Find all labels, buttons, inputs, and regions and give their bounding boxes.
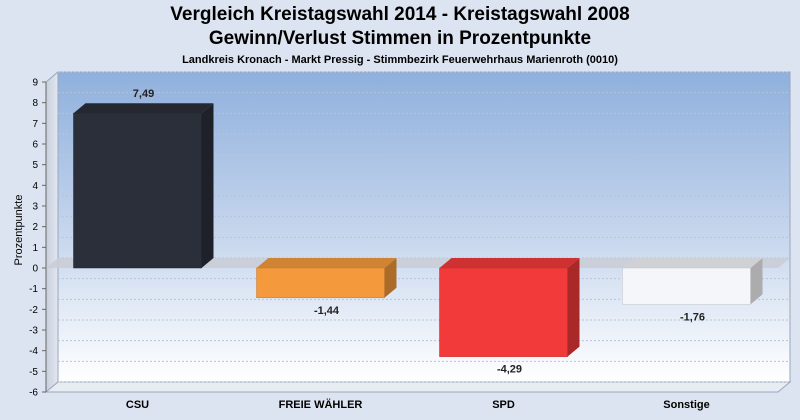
y-axis-label: Prozentpunkte <box>13 194 25 266</box>
y-tick-label: -2 <box>29 305 38 316</box>
zero-plane <box>46 258 790 268</box>
bar-top <box>439 258 580 268</box>
chart-title: Vergleich Kreistagswahl 2014 - Kreistags… <box>170 4 630 25</box>
plot-floor <box>44 381 792 393</box>
bar-top <box>256 258 397 268</box>
y-tick-label: -1 <box>29 284 38 295</box>
y-tick-label: 0 <box>32 264 38 275</box>
data-label: 7,49 <box>133 88 154 100</box>
y-tick-label: 1 <box>32 243 38 254</box>
plot-side-wall <box>45 70 59 394</box>
y-tick-label: 6 <box>32 140 38 151</box>
y-tick-label: 5 <box>32 160 38 171</box>
bar-spd <box>439 267 568 357</box>
x-category-label: Sonstige <box>663 399 709 411</box>
bar-side <box>567 258 580 357</box>
x-category-label: CSU <box>126 399 149 411</box>
y-tick-label: -4 <box>29 346 38 357</box>
bar-side <box>750 258 763 305</box>
y-tick-label: -6 <box>29 388 38 399</box>
x-category-label: SPD <box>492 399 515 411</box>
bar-side <box>201 103 214 268</box>
y-tick-label: -5 <box>29 367 38 378</box>
bar-freie-w-hler <box>256 267 385 299</box>
bar-top <box>622 258 763 268</box>
y-tick-label: 4 <box>32 181 38 192</box>
y-tick-label: 2 <box>32 222 38 233</box>
bar-sonstige <box>622 267 751 305</box>
data-label: -1,44 <box>314 305 340 317</box>
data-label: -4,29 <box>497 364 522 376</box>
chart-subtitle: Landkreis Kronach - Markt Pressig - Stim… <box>182 54 618 66</box>
bar-side <box>384 258 397 298</box>
y-tick-label: 9 <box>32 78 38 89</box>
bar-csu <box>73 112 202 269</box>
x-category-label: FREIE WÄHLER <box>279 398 363 411</box>
bar-top <box>73 103 214 114</box>
y-tick-label: 7 <box>32 119 38 130</box>
chart-subtitle-line2: Gewinn/Verlust Stimmen in Prozentpunkte <box>208 28 592 49</box>
y-tick-label: 8 <box>32 98 38 109</box>
y-tick-label: -3 <box>29 326 38 337</box>
y-tick-label: 3 <box>32 202 38 213</box>
data-label: -1,76 <box>680 311 705 323</box>
